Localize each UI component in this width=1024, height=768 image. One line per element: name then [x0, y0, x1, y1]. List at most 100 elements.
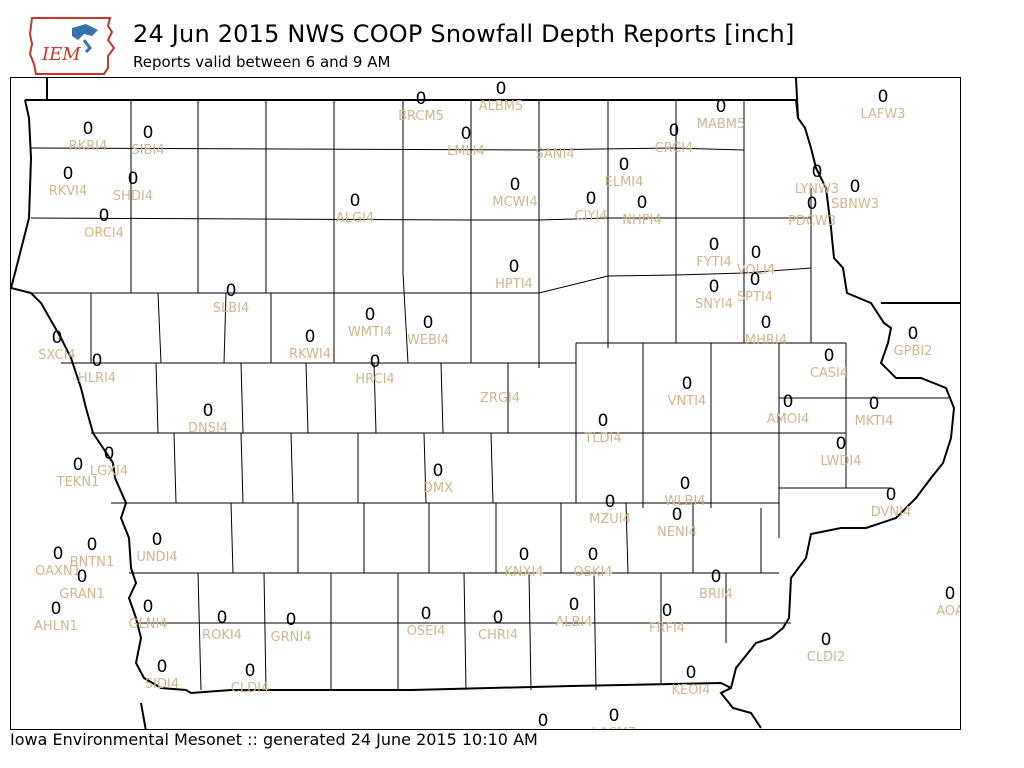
station-value: 0 [73, 455, 84, 475]
station-value: 0 [709, 235, 720, 255]
station-id-label: VOLI4 [737, 263, 775, 278]
station-value: 0 [750, 270, 761, 290]
station-value: 0 [286, 610, 297, 630]
station-value: 0 [686, 663, 697, 683]
station-id-label: SLBI4 [213, 301, 250, 316]
station-value: 0 [761, 313, 772, 333]
station-value: 0 [605, 492, 616, 512]
station-value: 0 [878, 87, 889, 107]
station-value: 0 [370, 352, 381, 372]
station-id-label: MABM5 [697, 117, 746, 132]
state-borders [11, 78, 960, 729]
station-id-label: LAFW3 [860, 107, 905, 122]
station-id-label: LYNW3 [795, 182, 839, 197]
station-value: 0 [128, 169, 139, 189]
station-value: 0 [423, 313, 434, 333]
station-value: 0 [157, 657, 168, 677]
station-value: 0 [850, 177, 861, 197]
station-id-label: ALBM5 [479, 99, 524, 114]
station-id-label: KEOI4 [671, 683, 710, 698]
station-unvm7: 0UNVM7 [538, 711, 549, 729]
station-value: 0 [588, 545, 599, 565]
station-id-label: CRCI4 [655, 141, 694, 156]
station-id-label: FYTI4 [696, 255, 731, 270]
station-id-label: ORCI4 [84, 226, 124, 241]
station-value: 0 [350, 191, 361, 211]
station-value: 0 [662, 601, 673, 621]
station-id-label: ROKI4 [202, 628, 242, 643]
station-id-label: CLDI2 [807, 650, 845, 665]
station-value: 0 [63, 164, 74, 184]
station-value: 0 [709, 277, 720, 297]
station-value: 0 [421, 604, 432, 624]
station-id-label: GRNI4 [271, 630, 312, 645]
station-id-label: HRCI4 [355, 372, 394, 387]
station-value: 0 [637, 193, 648, 213]
station-id-label: LGXI4 [90, 464, 128, 479]
station-id-label: MCWI4 [492, 195, 537, 210]
station-id-label: KNXI4 [504, 565, 543, 580]
station-id-label: GPBI2 [894, 344, 933, 359]
map-title: 24 Jun 2015 NWS COOP Snowfall Depth Repo… [133, 20, 795, 48]
station-id-label: RKVI4 [49, 184, 88, 199]
station-value: 0 [569, 595, 580, 615]
station-id-label: AMOI4 [767, 412, 809, 427]
station-value: 0 [493, 608, 504, 628]
station-value: 0 [51, 599, 62, 619]
station-id-label: AHLN1 [34, 619, 78, 634]
station-value: 0 [92, 351, 103, 371]
station-value: 0 [143, 597, 154, 617]
station-id-label: HLRI4 [78, 371, 116, 386]
station-id-label: OSEI4 [407, 624, 446, 639]
station-lacm7: 0LACM7 [592, 706, 637, 729]
station-id-label: MKTI4 [855, 414, 894, 429]
station-value: 0 [245, 661, 256, 681]
station-value: 0 [807, 194, 818, 214]
station-value: 0 [680, 474, 691, 494]
station-id-label: CHRI4 [478, 628, 518, 643]
station-value: 0 [305, 327, 316, 347]
station-id-label: SANI4 [535, 147, 574, 162]
station-id-label: ZRGI4 [480, 391, 520, 406]
map-subtitle: Reports valid between 6 and 9 AM [133, 53, 391, 71]
station-value: 0 [821, 630, 832, 650]
station-value: 0 [83, 119, 94, 139]
station-value: 0 [365, 305, 376, 325]
station-value: 0 [217, 608, 228, 628]
station-id-label: DMX [423, 481, 453, 496]
wisconsin-line [795, 78, 799, 119]
